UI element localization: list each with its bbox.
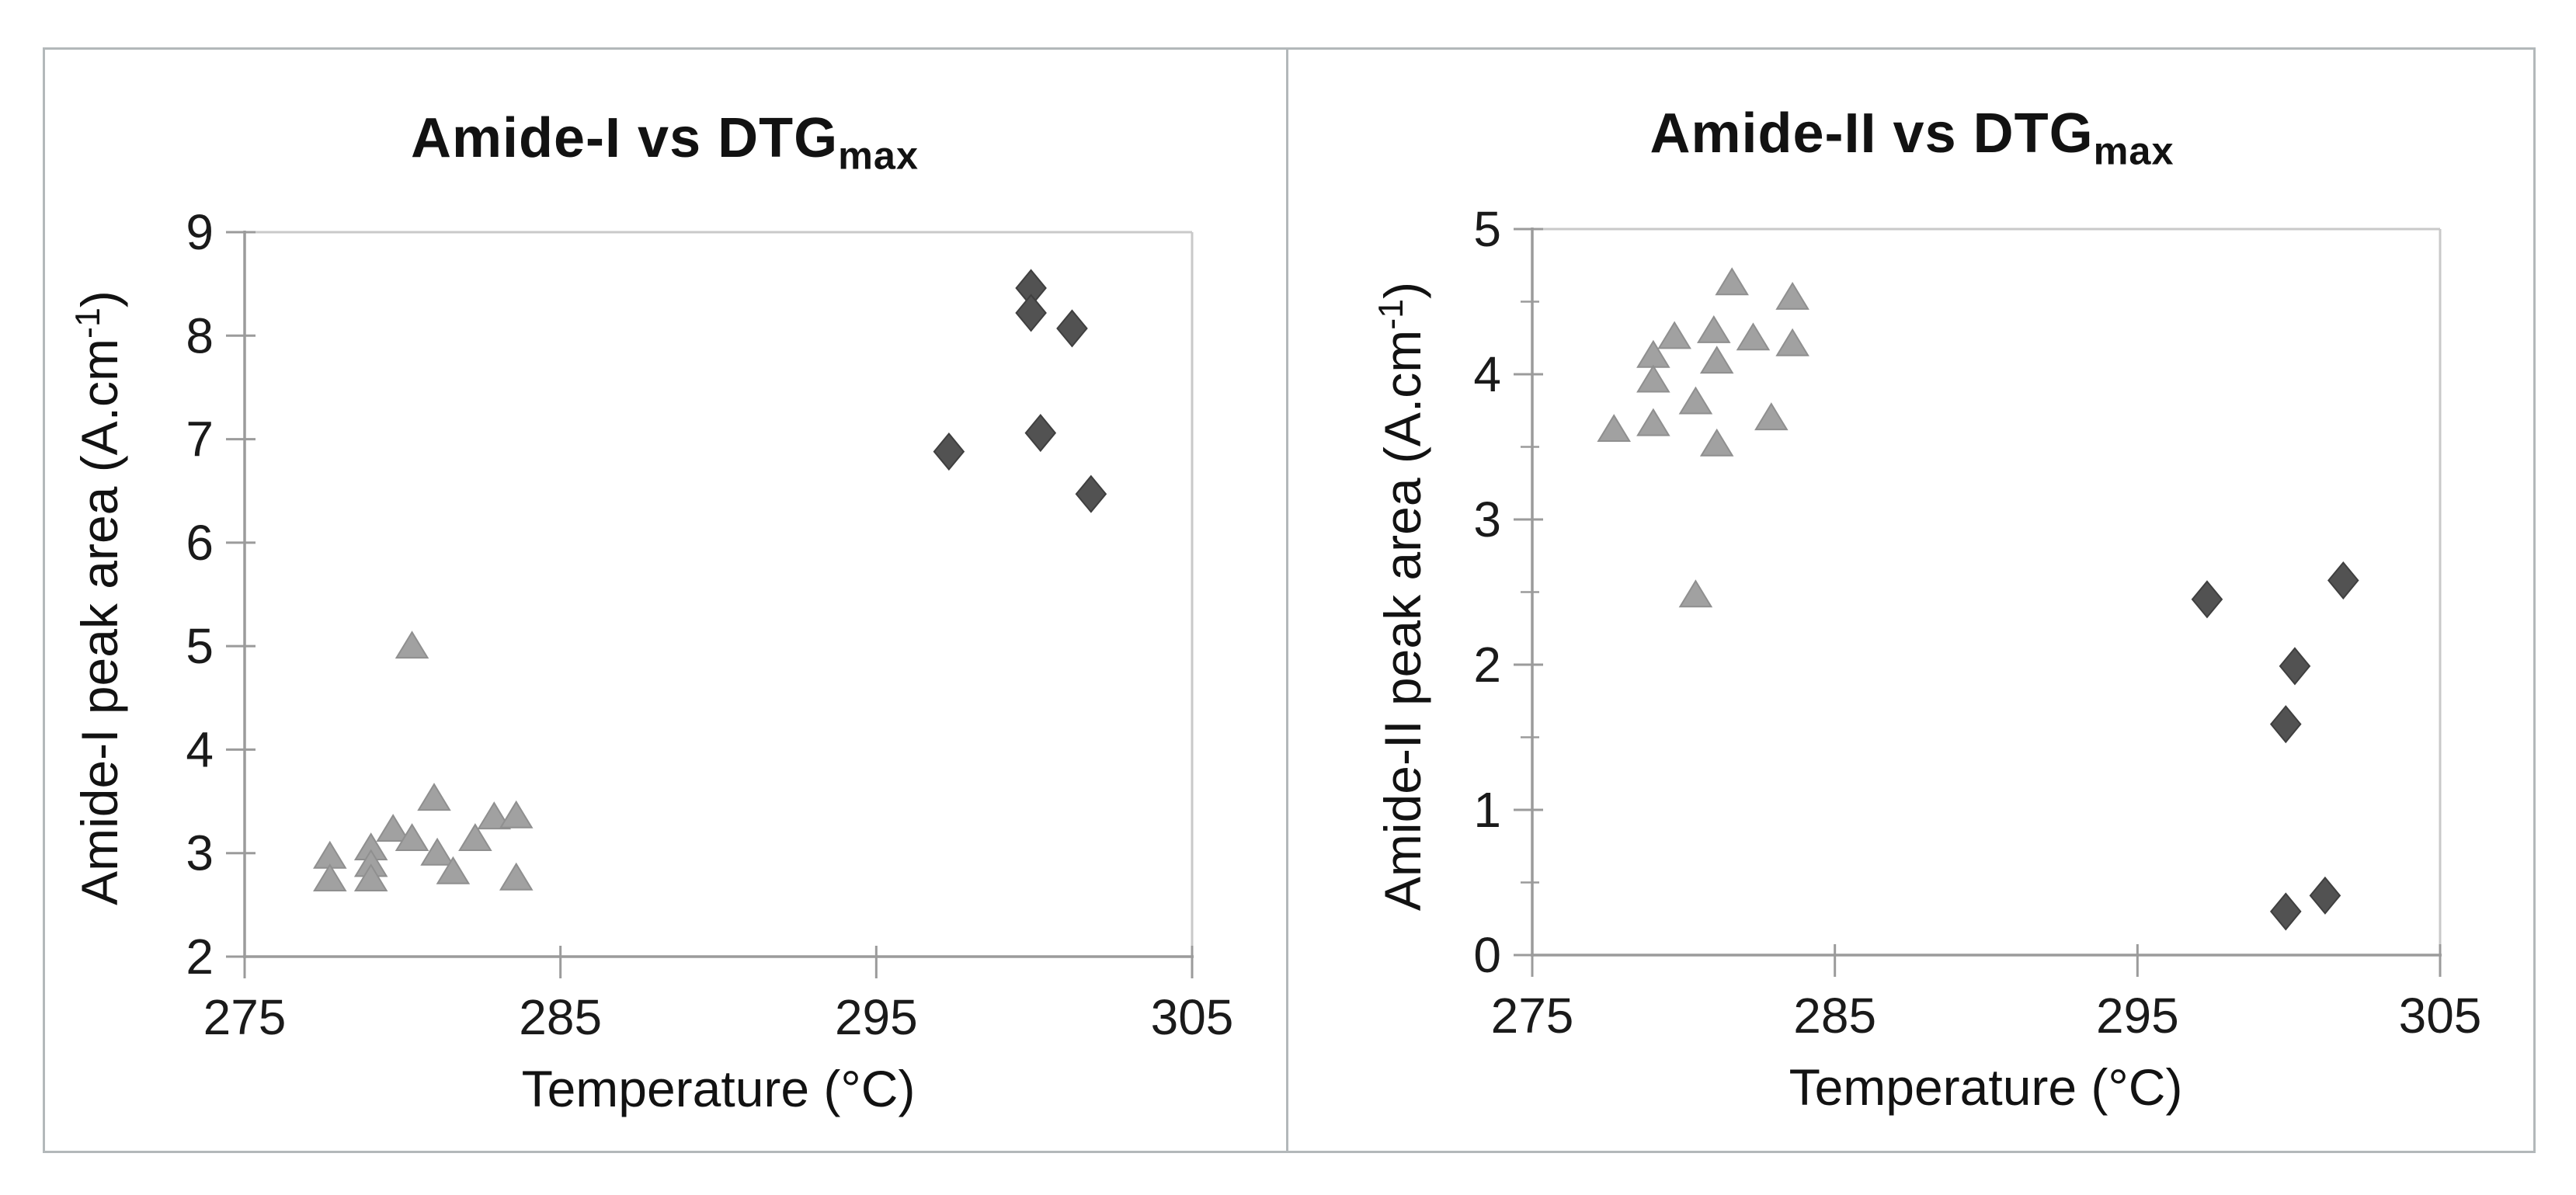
y-axis-label-amide2-close: ) [1374,281,1431,299]
y-tick-label: 1 [1473,782,1501,838]
triangle-marker [458,823,492,852]
y-axis-label-amide1-close: ) [71,290,128,308]
y-tick-label: 3 [186,825,214,881]
x-tick-label: 285 [519,989,602,1045]
diamond-marker [2327,561,2359,600]
triangle-marker [1775,281,1809,310]
triangle-marker [1657,321,1691,349]
y-axis-label-amide2-text: Amide-II peak area (A.cm [1374,329,1431,912]
y-tick-label: 6 [186,515,214,571]
triangle-marker [1636,408,1670,436]
y-tick-label: 7 [186,412,214,467]
chart-title-amide1: Amide-I vs DTGmax [411,106,919,175]
y-axis-label-amide1-superscript: -1 [68,307,107,339]
triangle-marker [1775,328,1809,356]
x-tick-label: 275 [1491,988,1574,1044]
triangle-marker [499,800,534,829]
x-tick-label: 285 [1793,988,1876,1044]
triangle-marker [1636,364,1670,393]
y-axis-label-amide1: Amide-I peak area (A.cm-1) [68,290,129,905]
triangle-marker [1678,579,1713,608]
triangle-marker [420,837,454,866]
x-tick-label: 275 [203,989,287,1045]
y-tick-label: 4 [1473,346,1501,402]
x-tick-label: 305 [2399,988,2482,1044]
triangle-marker [1715,267,1749,296]
diamond-marker [2269,705,2302,744]
chart-title-amide2-subscript: max [2093,128,2174,173]
diamond-marker [1024,414,1057,453]
triangle-marker [436,856,471,884]
triangle-marker [499,862,534,891]
triangle-marker [376,814,410,842]
chart-title-amide2-text: Amide-II vs DTG [1650,102,2094,165]
triangle-marker [395,631,429,659]
triangle-marker [353,863,388,892]
y-axis-label-amide2: Amide-II peak area (A.cm-1) [1371,281,1432,912]
panel-divider [1286,47,1288,1151]
diamond-marker [2191,580,2223,619]
y-axis-label-amide2-superscript: -1 [1371,298,1410,330]
triangle-marker [1699,428,1734,457]
y-tick-label: 9 [186,204,214,260]
y-tick-label: 2 [186,929,214,985]
y-tick-label: 5 [186,618,214,674]
triangle-marker [1697,314,1731,343]
y-tick-label: 8 [186,307,214,363]
diamond-marker [1056,309,1088,348]
x-tick-label: 295 [2096,988,2179,1044]
diamond-marker [2269,892,2302,931]
y-tick-label: 4 [186,721,214,777]
triangle-marker [395,823,429,852]
y-axis-label-amide1-text: Amide-I peak area (A.cm [71,338,128,905]
triangle-marker [417,783,451,811]
triangle-marker [477,801,512,830]
triangle-marker [1678,386,1713,415]
diamond-marker [2309,876,2341,915]
diamond-marker [1015,294,1047,332]
chart-title-amide1-subscript: max [838,133,919,178]
diamond-marker [1075,474,1107,513]
triangle-marker [313,863,347,892]
y-tick-label: 3 [1473,492,1501,547]
triangle-marker [1754,402,1789,431]
y-tick-label: 0 [1473,927,1501,983]
x-axis-label-amide2: Temperature (°C) [1789,1058,2183,1116]
chart-title-amide1-text: Amide-I vs DTG [411,107,839,169]
diamond-marker [933,432,965,471]
triangle-marker [1699,346,1734,374]
x-axis-label-amide1: Temperature (°C) [521,1060,916,1117]
y-tick-label: 5 [1473,201,1501,257]
x-tick-label: 295 [835,989,918,1045]
triangle-marker [1736,322,1771,351]
y-tick-label: 2 [1473,637,1501,693]
triangle-marker [1597,414,1631,443]
x-tick-label: 305 [1151,989,1234,1045]
chart-title-amide2: Amide-II vs DTGmax [1650,102,2174,170]
diamond-marker [2279,647,2311,686]
